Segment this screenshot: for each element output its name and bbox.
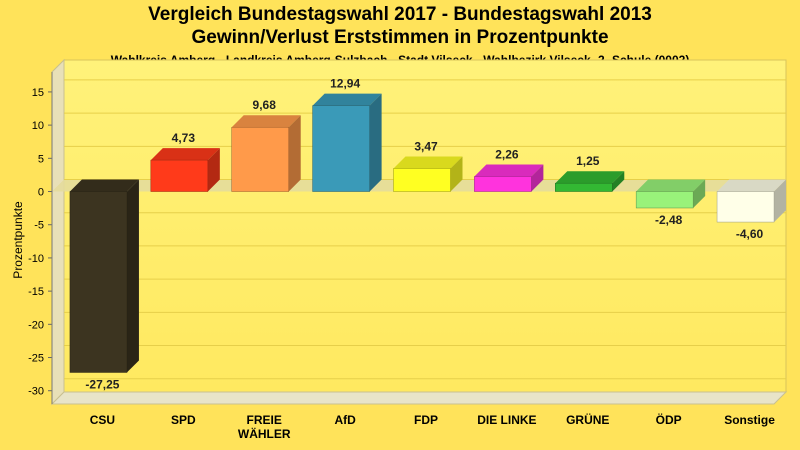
bar-top xyxy=(717,179,787,192)
y-tick-label: -30 xyxy=(28,386,44,398)
bar-spd xyxy=(150,148,220,192)
x-tick-label: FDP xyxy=(414,413,438,427)
bar-top xyxy=(312,93,382,106)
x-tick-label: ÖDP xyxy=(656,412,682,427)
data-label: -27,25 xyxy=(85,377,119,391)
y-axis-label: Prozentpunkte xyxy=(11,201,25,279)
x-tick-label: GRÜNE xyxy=(566,412,609,427)
x-tick-label: AfD xyxy=(334,413,356,427)
data-label: -2,48 xyxy=(655,213,683,227)
bar-ödp xyxy=(635,179,706,209)
bar-top xyxy=(393,156,463,169)
x-tick-label: CSU xyxy=(90,413,115,427)
bar-fdp xyxy=(393,156,463,192)
x-tick-label: WÄHLER xyxy=(238,426,291,441)
bar-top xyxy=(474,164,544,177)
bar-side xyxy=(369,93,382,192)
bar-die-linke xyxy=(474,164,544,192)
bar-front xyxy=(150,159,209,192)
chart-title: Vergleich Bundestagswahl 2017 - Bundesta… xyxy=(148,4,652,25)
bar-side xyxy=(612,171,625,192)
y-tick-label: -5 xyxy=(34,220,44,232)
data-label: 12,94 xyxy=(330,77,360,91)
bar-sonstige xyxy=(716,179,787,223)
x-tick-label: FREIE xyxy=(247,413,282,427)
x-tick-label: SPD xyxy=(171,413,196,427)
chart-title-line2: Gewinn/Verlust Erststimmen in Prozentpun… xyxy=(191,27,609,48)
y-tick-label: -15 xyxy=(28,286,44,298)
y-tick-label: -20 xyxy=(28,319,44,331)
bar-top xyxy=(231,115,301,128)
bar-csu xyxy=(69,179,139,373)
data-label: -4,60 xyxy=(736,227,764,241)
plot-side-wall xyxy=(51,58,65,406)
y-tick-label: 10 xyxy=(32,120,44,132)
bar-front xyxy=(716,191,775,223)
y-tick-label: 15 xyxy=(32,87,44,99)
bar-front xyxy=(69,191,128,373)
y-tick-label: 0 xyxy=(38,187,44,199)
bar-top xyxy=(69,179,139,192)
bar-front xyxy=(555,182,613,192)
y-tick-label: 5 xyxy=(38,153,44,165)
bar-front xyxy=(231,126,289,192)
x-tick-label: Sonstige xyxy=(724,413,775,427)
bar-front xyxy=(312,105,370,192)
plot-floor xyxy=(50,391,788,405)
bar-side xyxy=(126,179,139,373)
bar-front xyxy=(635,191,694,209)
bar-front xyxy=(474,176,532,192)
bar-side xyxy=(207,148,220,192)
data-label: 1,25 xyxy=(576,154,600,168)
y-tick-label: -25 xyxy=(28,353,44,365)
bar-side xyxy=(288,115,301,192)
data-label: 3,47 xyxy=(414,139,438,153)
x-tick-label: DIE LINKE xyxy=(477,413,536,427)
bar-grüne xyxy=(555,171,625,192)
data-label: 9,68 xyxy=(253,98,277,112)
bar-freie-wähler xyxy=(231,115,301,192)
bar-side xyxy=(531,164,544,192)
bar-top xyxy=(150,148,220,161)
data-label: 2,26 xyxy=(495,148,519,162)
bar-side xyxy=(774,179,787,223)
y-tick-label: -10 xyxy=(28,253,44,265)
plot-area xyxy=(63,59,787,393)
data-label: 4,73 xyxy=(172,131,196,145)
bar-side xyxy=(450,156,463,192)
bar-side xyxy=(693,179,706,208)
bar-front xyxy=(393,168,451,192)
bar-top xyxy=(636,179,706,192)
bar-top xyxy=(555,171,625,184)
bar-afd xyxy=(312,93,382,192)
